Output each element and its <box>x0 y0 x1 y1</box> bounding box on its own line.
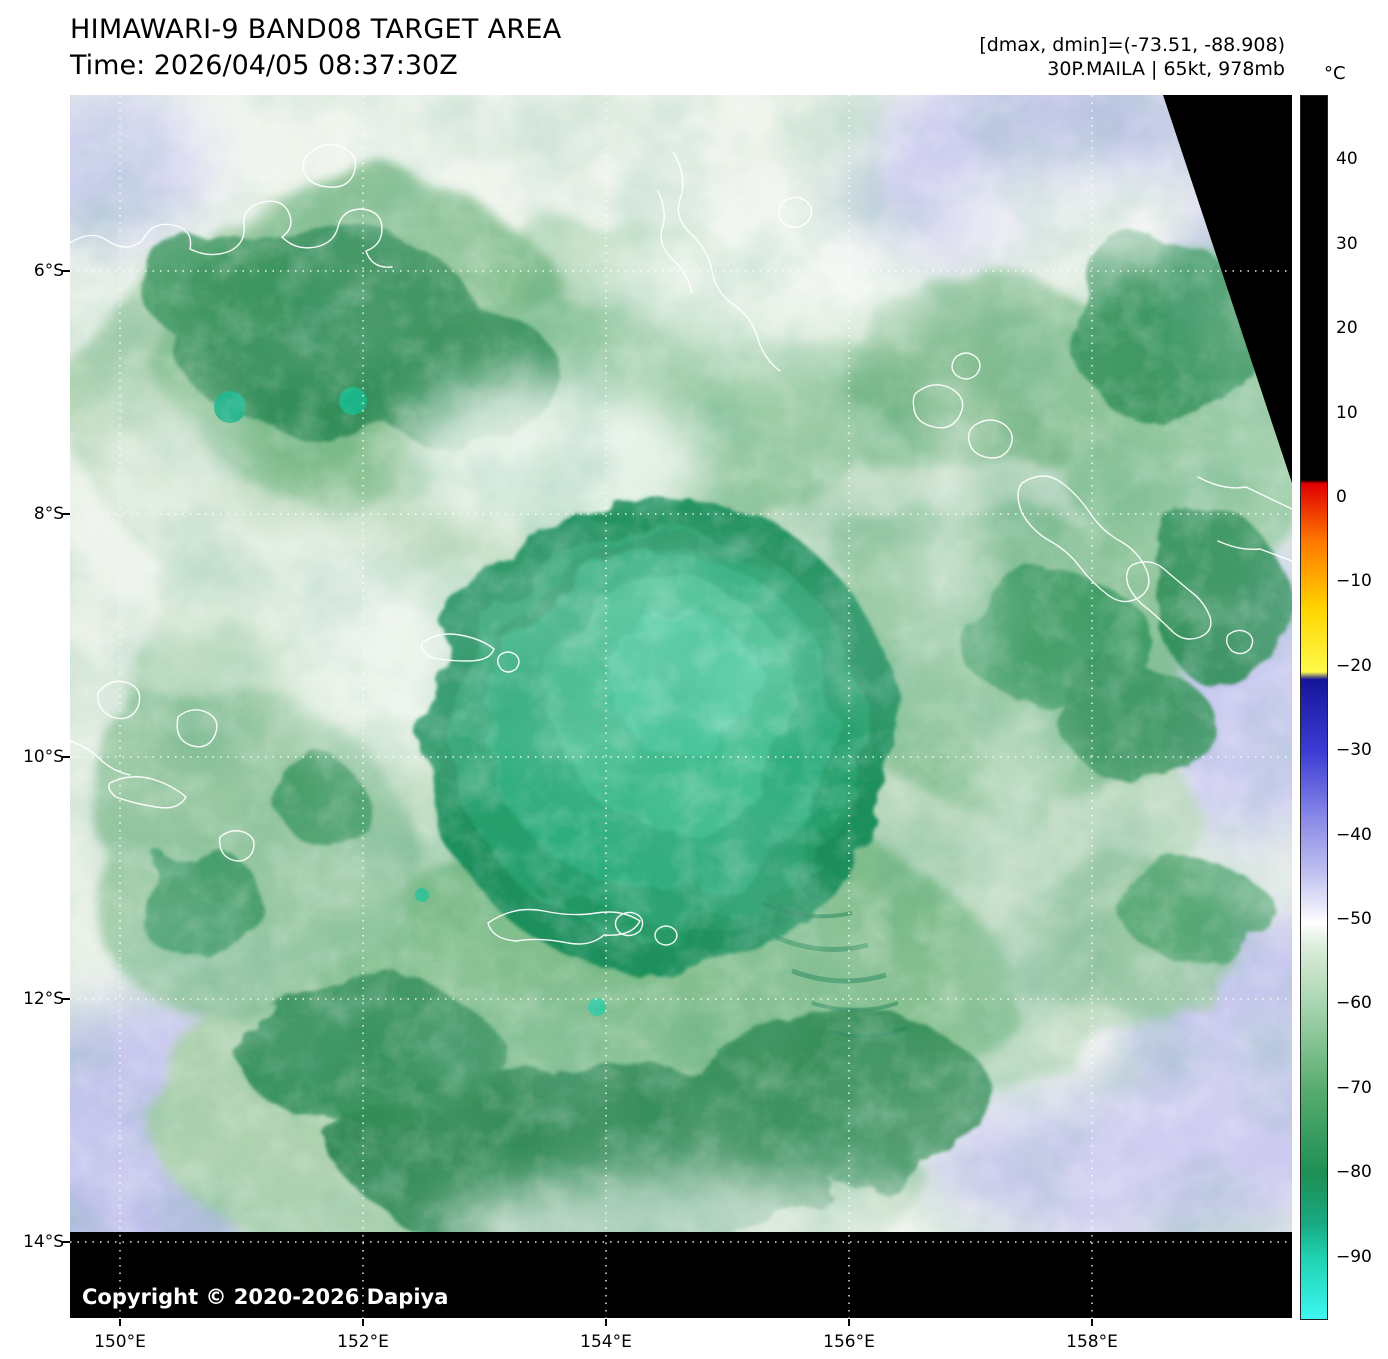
lat-tick-label: 12°S <box>23 989 64 1009</box>
colorbar-tick-label: −80 <box>1336 1162 1372 1182</box>
map-plot: Copyright © 2020-2026 Dapiya <box>70 95 1292 1318</box>
colorbar-unit-label: °C <box>1324 63 1346 84</box>
colorbar-tick-label: −60 <box>1336 993 1372 1013</box>
dmax-dmin-readout: [dmax, dmin]=(-73.51, -88.908) <box>979 34 1285 56</box>
axis-tick <box>362 1319 364 1326</box>
axis-tick <box>848 1319 850 1326</box>
no-data-regions <box>70 95 1292 1318</box>
axis-tick <box>62 1241 70 1243</box>
colorbar-tick-label: −20 <box>1336 656 1372 676</box>
grid-lines <box>70 95 1292 1318</box>
axis-tick <box>62 513 70 515</box>
axis-tick <box>605 1319 607 1326</box>
page-title: HIMAWARI-9 BAND08 TARGET AREA <box>70 14 562 45</box>
copyright-watermark: Copyright © 2020-2026 Dapiya <box>82 1285 449 1309</box>
axis-tick <box>62 998 70 1000</box>
colorbar-tick-label: 30 <box>1336 234 1358 254</box>
lon-tick-label: 156°E <box>823 1332 875 1352</box>
lon-tick-label: 150°E <box>94 1332 146 1352</box>
lon-tick-label: 152°E <box>337 1332 389 1352</box>
colorbar-tick-label: −90 <box>1336 1247 1372 1267</box>
axis-tick <box>62 270 70 272</box>
lat-tick-label: 14°S <box>23 1232 64 1252</box>
colorbar-tick-label: 0 <box>1336 487 1347 507</box>
colorbar-tick-label: −50 <box>1336 909 1372 929</box>
colorbar-tick-label: 10 <box>1336 403 1358 423</box>
axis-tick <box>62 756 70 758</box>
axis-tick <box>119 1319 121 1326</box>
lon-tick-label: 158°E <box>1066 1332 1118 1352</box>
temperature-colorbar <box>1300 95 1328 1320</box>
coastlines <box>70 143 1292 946</box>
axis-tick <box>1091 1319 1093 1326</box>
cloud-texture-shadow <box>70 95 1292 1318</box>
colorbar-tick-label: 20 <box>1336 318 1358 338</box>
lon-tick-label: 154°E <box>580 1332 632 1352</box>
lat-tick-label: 6°S <box>33 261 64 281</box>
lat-tick-label: 10°S <box>23 747 64 767</box>
colorbar-tick-label: 40 <box>1336 149 1358 169</box>
colorbar-tick-label: −40 <box>1336 825 1372 845</box>
lat-tick-label: 8°S <box>33 504 64 524</box>
colorbar-tick-label: −70 <box>1336 1078 1372 1098</box>
colorbar-tick-label: −10 <box>1336 571 1372 591</box>
colorbar-tick-label: −30 <box>1336 740 1372 760</box>
timestamp: Time: 2026/04/05 08:37:30Z <box>70 50 458 81</box>
satellite-image <box>70 95 1292 1318</box>
storm-info: 30P.MAILA | 65kt, 978mb <box>1047 58 1285 80</box>
